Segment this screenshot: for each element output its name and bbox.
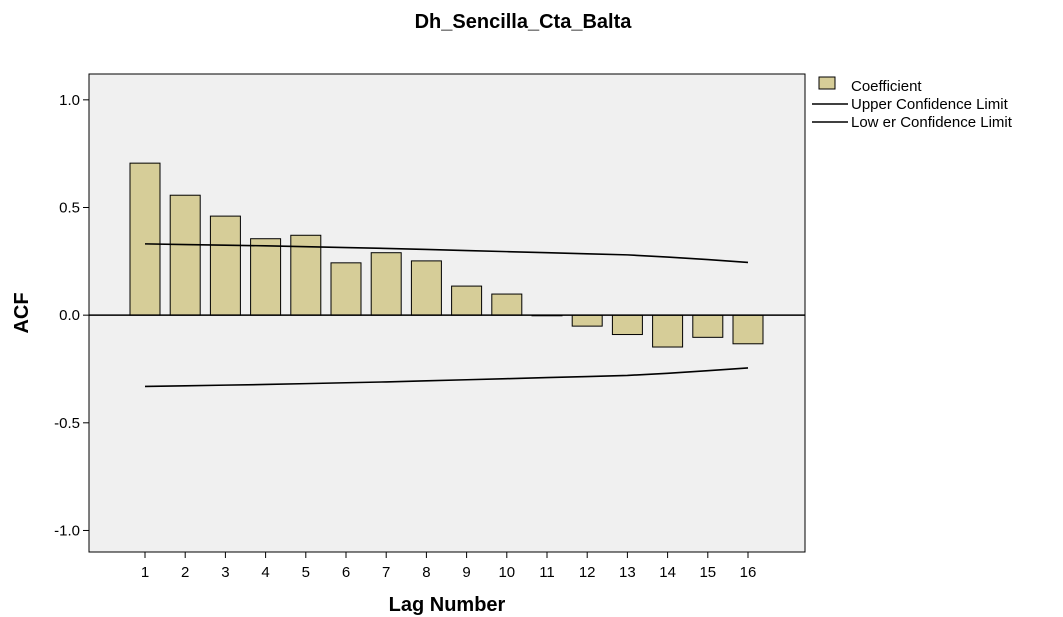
- acf-bar: [652, 314, 684, 348]
- plot-area: [88, 73, 806, 553]
- acf-bar: [209, 215, 241, 316]
- acf-bar: [451, 285, 483, 316]
- x-axis: 1 2 3 4 5 6 7 8 9 10 11 12 13 14 15 16: [141, 552, 757, 581]
- acf-bar: [410, 260, 442, 316]
- acf-bar: [692, 314, 724, 338]
- x-tick-label: 11: [539, 564, 555, 581]
- acf-bar: [330, 262, 362, 316]
- acf-bar: [491, 293, 523, 316]
- x-tick-label: 9: [462, 564, 470, 581]
- x-tick-label: 3: [221, 564, 229, 581]
- acf-bar: [250, 238, 282, 316]
- x-axis-label: Lag Number: [389, 594, 506, 616]
- acf-bar: [370, 252, 402, 316]
- x-tick-label: 1: [141, 564, 149, 581]
- x-tick-label: 16: [740, 564, 757, 581]
- y-axis-label: ACF: [11, 292, 33, 333]
- lower-confidence-line: [144, 367, 749, 388]
- y-tick-label: 0.0: [59, 307, 80, 324]
- acf-bar: [129, 162, 161, 316]
- upper-confidence-line: [144, 243, 749, 264]
- legend-swatch-coefficient: [818, 76, 836, 90]
- x-tick-label: 15: [699, 564, 716, 581]
- acf-bar: [611, 314, 643, 336]
- x-tick-label: 6: [342, 564, 350, 581]
- acf-bars: [129, 162, 764, 348]
- y-axis: -1.0 -0.5 0.0 0.5 1.0: [54, 92, 89, 539]
- x-tick-label: 12: [579, 564, 596, 581]
- y-tick-label: -1.0: [54, 522, 80, 539]
- x-tick-label: 7: [382, 564, 390, 581]
- acf-bar: [169, 194, 201, 316]
- acf-bar: [571, 314, 603, 327]
- x-tick-label: 14: [659, 564, 676, 581]
- y-tick-label: 0.5: [59, 199, 80, 216]
- y-tick-label: 1.0: [59, 92, 80, 109]
- legend-label-coefficient: Coefficient: [851, 78, 922, 95]
- x-tick-label: 13: [619, 564, 636, 581]
- acf-bar: [732, 314, 764, 345]
- x-tick-label: 8: [422, 564, 430, 581]
- confidence-lines: [144, 243, 749, 388]
- y-tick-label: -0.5: [54, 415, 80, 432]
- x-tick-label: 4: [261, 564, 269, 581]
- x-tick-label: 10: [498, 564, 515, 581]
- chart-title: Dh_Sencilla_Cta_Balta: [415, 11, 633, 33]
- x-tick-label: 2: [181, 564, 189, 581]
- legend-label-upper: Upper Confidence Limit: [851, 96, 1009, 113]
- legend-label-lower: Low er Confidence Limit: [851, 114, 1013, 131]
- x-tick-label: 5: [302, 564, 310, 581]
